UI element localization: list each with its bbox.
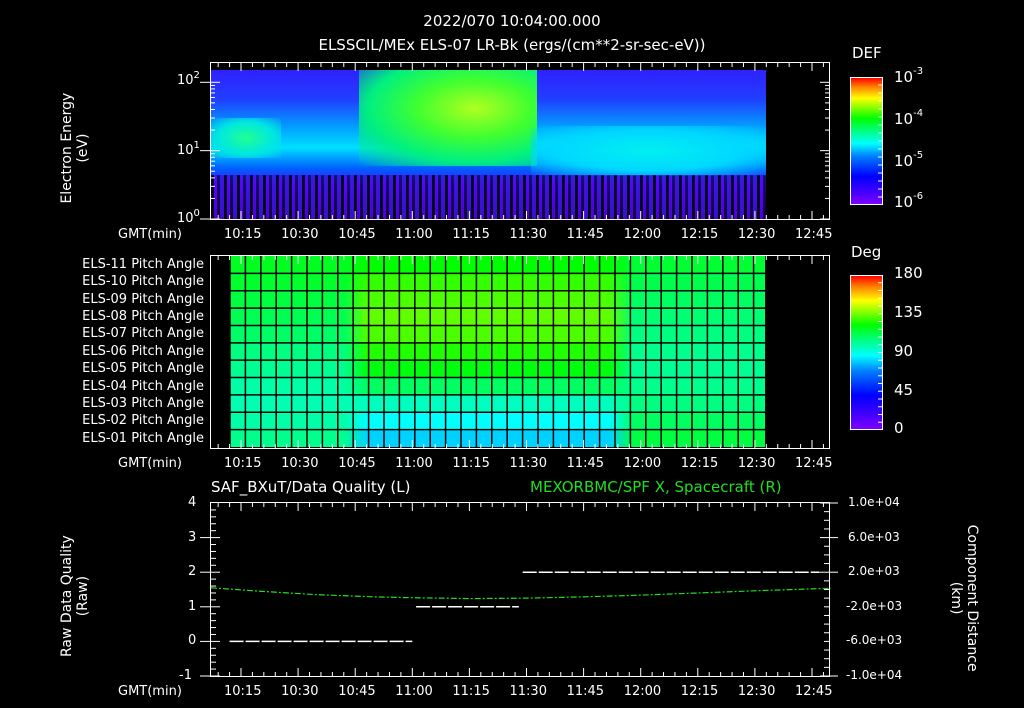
time-tick-1030: 10:30 — [281, 227, 319, 242]
right-ytick--6.0e+03: -6.0e+03 — [846, 633, 903, 648]
pitch-angle-row — [230, 360, 765, 378]
panel3-title-left: SAF_BXuT/Data Quality (L) — [211, 478, 411, 496]
pitch-angle-row — [230, 429, 765, 447]
pitch-angle-row — [230, 394, 765, 413]
right-ytick-6.0e+03: 6.0e+03 — [848, 529, 900, 544]
def-tick-1e-3: 10-3 — [894, 66, 924, 86]
deg-colorbar-title: Deg — [851, 243, 882, 261]
deg-tick-180: 180 — [894, 264, 923, 282]
pitch-angle-row-label: ELS-05 Pitch Angle — [82, 361, 204, 377]
pitch-angle-row — [230, 342, 765, 361]
def-tick-1e-5: 10-5 — [894, 150, 924, 170]
time-tick-1015: 10:15 — [224, 227, 262, 242]
pitch-angle-row — [230, 308, 765, 326]
def-colorbar — [850, 77, 883, 205]
right-ytick--2.0e+03: -2.0e+03 — [846, 598, 903, 613]
left-ytick-4: 4 — [188, 495, 197, 510]
time-tick-1230: 12:30 — [737, 684, 776, 699]
pitch-angle-row — [230, 290, 765, 309]
time-tick-1145: 11:45 — [566, 684, 605, 699]
pitch-angle-row — [230, 377, 765, 395]
time-tick-1215: 12:15 — [680, 456, 719, 471]
deg-tick-0: 0 — [894, 419, 904, 437]
time-tick-1130: 11:30 — [509, 227, 547, 242]
panel1-ytick-100: 102 — [177, 70, 200, 88]
pitch-angle-row-label: ELS-09 Pitch Angle — [82, 291, 204, 307]
left-ytick-1: 1 — [188, 598, 197, 614]
time-tick-1100: 11:00 — [395, 684, 433, 699]
time-tick-1015: 10:15 — [224, 456, 262, 471]
right-ytick--1.0e+04: -1.0e+04 — [846, 668, 903, 682]
time-tick-1115: 11:15 — [452, 227, 490, 242]
left-ytick-3: 3 — [188, 529, 197, 545]
pitch-angle-row-label: ELS-10 Pitch Angle — [82, 274, 204, 290]
deg-tick-135: 135 — [894, 303, 923, 321]
time-tick-1030: 10:30 — [281, 456, 319, 471]
time-tick-1130: 11:30 — [509, 456, 547, 471]
pitch-angle-row-label: ELS-11 Pitch Angle — [82, 257, 204, 272]
time-tick-1115: 11:15 — [452, 456, 490, 471]
time-tick-1145: 11:45 — [566, 227, 605, 242]
time-tick-1245: 12:45 — [795, 684, 833, 699]
panel3-time-axis-label: GMT(min) — [118, 684, 182, 699]
time-tick-1230: 12:30 — [737, 227, 776, 242]
panel1-ytick-10: 101 — [177, 140, 200, 158]
time-tick-1100: 11:00 — [395, 456, 433, 471]
time-tick-1245: 12:45 — [795, 456, 833, 471]
time-tick-1230: 12:30 — [737, 456, 776, 471]
pitch-angle-grid — [230, 256, 765, 447]
time-tick-1200: 12:00 — [623, 684, 662, 699]
panel1-time-axis-label: GMT(min) — [118, 227, 182, 242]
energy-spectrogram — [211, 70, 766, 219]
panel3-title-right: MEXORBMC/SPF X, Spacecraft (R) — [530, 478, 782, 496]
def-colorbar-title: DEF — [852, 44, 882, 62]
time-tick-1045: 10:45 — [338, 684, 376, 699]
def-tick-1e-4: 10-4 — [894, 108, 924, 128]
pitch-angle-row-label: ELS-02 Pitch Angle — [82, 413, 204, 429]
time-tick-1145: 11:45 — [566, 456, 605, 471]
pitch-angle-row-label: ELS-06 Pitch Angle — [82, 343, 204, 359]
def-tick-1e-6: 10-6 — [894, 191, 924, 211]
pitch-angle-row-label: ELS-01 Pitch Angle — [82, 430, 204, 446]
plot-datetime: 2022/070 10:04:00.000 — [423, 12, 601, 30]
left-ytick-2: 2 — [188, 564, 197, 580]
pitch-angle-row-label: ELS-04 Pitch Angle — [82, 378, 204, 394]
panel1-ytick-1: 100 — [177, 208, 200, 226]
pitch-angle-row — [230, 325, 765, 343]
panel1-frame — [210, 62, 830, 220]
pitch-angle-row-label: ELS-08 Pitch Angle — [82, 309, 204, 325]
left-ytick--1: -1 — [179, 668, 192, 683]
left-ytick-0: 0 — [188, 633, 197, 649]
time-tick-1215: 12:15 — [680, 227, 719, 242]
time-tick-1045: 10:45 — [338, 456, 376, 471]
right-ytick-2.0e+03: 2.0e+03 — [848, 564, 900, 579]
deg-colorbar — [850, 275, 883, 430]
time-tick-1215: 12:15 — [680, 684, 719, 699]
time-tick-1200: 12:00 — [623, 456, 662, 471]
pitch-angle-row — [230, 412, 765, 430]
time-tick-1100: 11:00 — [395, 227, 433, 242]
pitch-angle-row-label: ELS-07 Pitch Angle — [82, 326, 204, 342]
panel2-time-axis-label: GMT(min) — [118, 456, 182, 471]
pitch-angle-row — [230, 256, 765, 274]
time-tick-1130: 11:30 — [509, 684, 547, 699]
panel2-frame — [210, 255, 830, 449]
pitch-angle-row-label: ELS-03 Pitch Angle — [82, 395, 204, 411]
time-tick-1245: 12:45 — [795, 227, 833, 242]
time-tick-1030: 10:30 — [281, 684, 319, 699]
time-tick-1015: 10:15 — [224, 684, 262, 699]
deg-tick-90: 90 — [894, 342, 914, 360]
time-tick-1115: 11:15 — [452, 684, 490, 699]
pitch-angle-row — [230, 273, 765, 291]
time-tick-1045: 10:45 — [338, 227, 376, 242]
time-tick-1200: 12:00 — [623, 227, 662, 242]
right-ytick-1.0e+04: 1.0e+04 — [848, 495, 900, 509]
deg-tick-45: 45 — [894, 381, 914, 399]
plot-subtitle: ELSSCIL/MEx ELS-07 LR-Bk (ergs/(cm**2-sr… — [318, 36, 706, 54]
